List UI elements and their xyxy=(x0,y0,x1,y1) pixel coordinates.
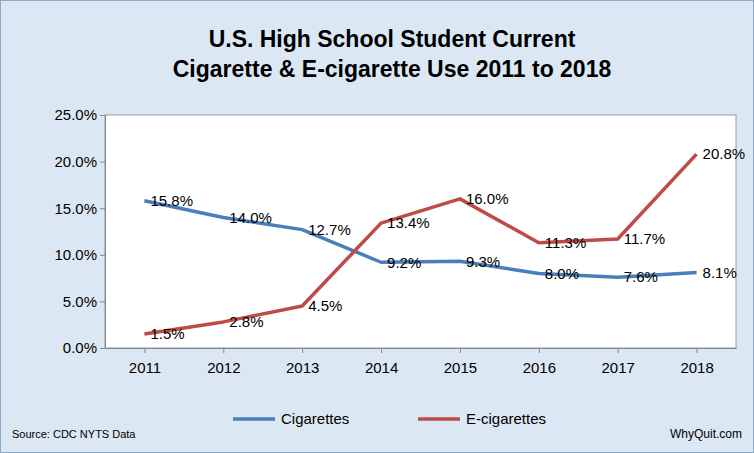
tick: 0.0% xyxy=(63,339,105,356)
data-label: 14.0% xyxy=(229,209,272,226)
data-label: 2.8% xyxy=(229,313,263,330)
y-axis: 0.0% 5.0% 10.0% 15.0% 20.0% 25.0% xyxy=(54,106,105,356)
tick-mark xyxy=(100,115,105,116)
axis-line xyxy=(106,348,737,349)
tick-label: 10.0% xyxy=(54,246,97,263)
data-label: 11.7% xyxy=(624,230,665,247)
background xyxy=(1,1,754,453)
tick-mark xyxy=(100,255,105,256)
tick-label: 15.0% xyxy=(54,200,97,217)
data-label: 13.4% xyxy=(387,214,430,231)
data-label: 16.0% xyxy=(466,190,509,207)
data-label: 8.1% xyxy=(703,264,737,281)
tick-mark xyxy=(460,348,461,353)
tick-label: 2016 xyxy=(523,359,556,376)
tick-mark xyxy=(100,301,105,302)
tick: 25.0% xyxy=(54,106,105,123)
legend-swatch xyxy=(418,417,460,421)
data-label: 7.6% xyxy=(624,268,658,285)
tick: 20.0% xyxy=(54,153,105,170)
tick-mark xyxy=(539,348,540,353)
title: U.S. High School Student Current xyxy=(209,26,576,52)
title: Cigarette & E-cigarette Use 2011 to 2018 xyxy=(173,56,612,82)
tick: 2013 xyxy=(286,348,319,376)
tick: 2015 xyxy=(444,348,477,376)
tick-label: 2012 xyxy=(207,359,240,376)
tick-label: 2013 xyxy=(286,359,319,376)
tick-label: 20.0% xyxy=(54,153,97,170)
tick-label: 2018 xyxy=(680,359,713,376)
tick: 15.0% xyxy=(54,200,105,217)
tick-label: 5.0% xyxy=(63,293,97,310)
tick-mark xyxy=(381,348,382,353)
tick: 2017 xyxy=(602,348,635,376)
tick: 5.0% xyxy=(63,293,105,310)
tick: 2011 xyxy=(129,348,161,376)
tick-mark xyxy=(697,348,698,353)
tick-mark xyxy=(100,208,105,209)
plot-area xyxy=(105,115,736,348)
legend: Cigarettes E-cigarettes xyxy=(233,410,546,427)
data-label: 9.3% xyxy=(466,253,500,270)
tick: 2016 xyxy=(523,348,556,376)
data-label: 9.2% xyxy=(387,254,421,271)
tick: 2014 xyxy=(365,348,398,376)
data-label: 11.3% xyxy=(545,234,586,251)
tick-mark xyxy=(223,348,224,353)
annotation: Source: CDC NYTS Data xyxy=(12,428,136,440)
data-label: 4.5% xyxy=(308,297,342,314)
axis-line xyxy=(105,116,106,349)
data-labels: 15.8% 14.0% 12.7% 9.2% 9.3% 8.0% 7.6% 8.1% 1.5% 2… xyxy=(150,145,745,342)
tick-label: 25.0% xyxy=(54,106,97,123)
data-label: 15.8% xyxy=(150,192,193,209)
annotation: WhyQuit.com xyxy=(670,427,742,441)
data-label: 12.7% xyxy=(308,221,351,238)
tick-label: 0.0% xyxy=(63,339,97,356)
legend-swatch xyxy=(233,417,275,421)
chart: U.S. High School Student Current Cigarett… xyxy=(0,0,754,453)
data-label: 20.8% xyxy=(703,145,746,162)
tick-label: 2011 xyxy=(129,359,161,376)
legend-label: Cigarettes xyxy=(281,410,349,427)
tick: 10.0% xyxy=(54,246,105,263)
tick-mark xyxy=(100,348,105,349)
tick: 2012 xyxy=(207,348,240,376)
tick-label: 2015 xyxy=(444,359,477,376)
series-group xyxy=(144,154,696,334)
tick-label: 2014 xyxy=(365,359,398,376)
tick-mark xyxy=(618,348,619,353)
tick: 2018 xyxy=(680,348,713,376)
legend-label: E-cigarettes xyxy=(466,410,546,427)
data-label: 8.0% xyxy=(545,265,579,282)
x-axis: 2011 2012 2013 2014 2015 2016 2017 2018 xyxy=(106,348,737,376)
tick-mark xyxy=(100,162,105,163)
tick-mark xyxy=(302,348,303,353)
data-label: 1.5% xyxy=(150,325,184,342)
tick-label: 2017 xyxy=(602,359,635,376)
tick-mark xyxy=(144,348,145,353)
series-line xyxy=(144,154,696,334)
